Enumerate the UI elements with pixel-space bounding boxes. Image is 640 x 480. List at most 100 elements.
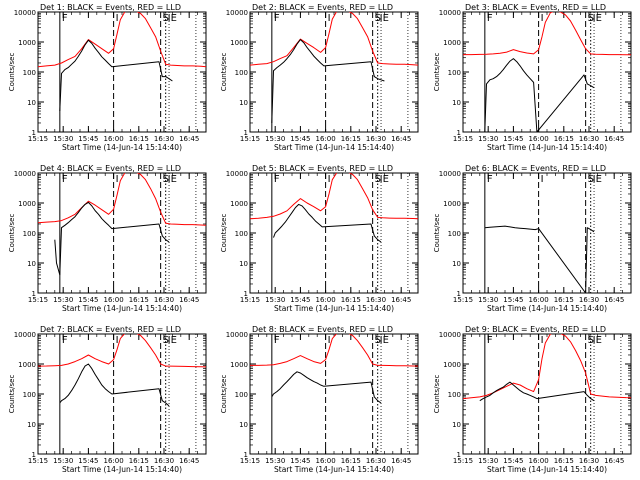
marker-label: I — [541, 174, 544, 185]
x-tick-label: 15:30 — [478, 457, 498, 465]
x-tick-label: 16:00 — [104, 457, 124, 465]
series-group — [38, 334, 206, 407]
y-tick-label: 10000 — [439, 331, 461, 339]
y-tick-label: 1000 — [18, 200, 36, 208]
marker-label: IE — [168, 174, 177, 185]
y-tick-label: 10000 — [439, 170, 461, 178]
y-tick-label: 10 — [27, 260, 36, 268]
x-tick-label: 16:00 — [529, 296, 549, 304]
x-tick-label: 16:15 — [554, 457, 574, 465]
lld-series-line — [38, 173, 206, 226]
x-tick-label: 16:45 — [391, 457, 411, 465]
marker-label: I — [116, 13, 119, 24]
x-tick-label: 15:45 — [503, 457, 523, 465]
x-tick-label: 16:45 — [604, 296, 624, 304]
series-group — [250, 12, 418, 124]
y-axis-title: Counts/sec — [433, 214, 441, 253]
plot-frame — [462, 333, 632, 455]
y-tick-label: 10 — [27, 421, 36, 429]
series-group — [463, 12, 631, 132]
panel-title: Det 9: BLACK = Events, RED = LLD — [465, 325, 606, 334]
x-tick-label: 15:15 — [453, 457, 473, 465]
y-tick-label: 1000 — [443, 39, 461, 47]
y-tick-label: 1000 — [443, 361, 461, 369]
y-tick-label: 1 — [32, 129, 36, 137]
lld-series-line — [463, 12, 631, 56]
panel-title: Det 7: BLACK = Events, RED = LLD — [40, 325, 181, 334]
y-axis-title: Counts/sec — [220, 214, 228, 253]
marker-label: F — [274, 335, 280, 346]
x-tick-label: 16:30 — [154, 135, 174, 143]
marker-label: S — [163, 13, 169, 24]
x-tick-label: 16:45 — [179, 296, 199, 304]
plot-frame — [462, 11, 632, 133]
marker-label: S — [163, 335, 169, 346]
y-tick-label: 10000 — [14, 170, 36, 178]
panel-det-5: Det 5: BLACK = Events, RED = LLD 1 10 100 10… — [220, 164, 419, 313]
x-tick-label: 15:15 — [28, 135, 48, 143]
marker-label: F — [62, 174, 68, 185]
marker-label: F — [274, 174, 280, 185]
plot-frame — [249, 333, 419, 455]
y-tick-label: 1 — [457, 129, 461, 137]
y-tick-label: 1 — [32, 290, 36, 298]
y-tick-label: 100 — [235, 230, 248, 238]
events-series-line — [484, 58, 595, 132]
x-tick-label: 16:30 — [579, 135, 599, 143]
marker-label: I — [328, 335, 331, 346]
marker-label: F — [487, 335, 493, 346]
x-axis-title: Start Time (14-Jun-14 15:14:40) — [62, 143, 182, 152]
x-tick-label: 15:45 — [503, 135, 523, 143]
x-tick-label: 15:30 — [478, 296, 498, 304]
x-axis-title: Start Time (14-Jun-14 15:14:40) — [487, 304, 607, 313]
y-tick-label: 10000 — [226, 331, 248, 339]
x-tick-label: 16:30 — [154, 457, 174, 465]
series-group — [484, 225, 595, 293]
y-tick-label: 100 — [23, 230, 36, 238]
y-tick-label: 1 — [244, 290, 248, 298]
y-tick-label: 1000 — [230, 361, 248, 369]
marker-label: I — [328, 174, 331, 185]
y-tick-label: 10000 — [14, 331, 36, 339]
series-group — [463, 334, 631, 402]
x-tick-label: 16:30 — [366, 457, 386, 465]
y-tick-label: 10 — [239, 260, 248, 268]
y-tick-label: 1000 — [443, 200, 461, 208]
series-group — [38, 12, 206, 112]
x-tick-label: 15:15 — [453, 135, 473, 143]
marker-label: S — [588, 174, 594, 185]
x-axis-title: Start Time (14-Jun-14 15:14:40) — [487, 465, 607, 474]
plot-frame — [462, 172, 632, 294]
x-axis-title: Start Time (14-Jun-14 15:14:40) — [274, 304, 394, 313]
x-tick-label: 15:45 — [290, 457, 310, 465]
x-tick-label: 16:30 — [366, 296, 386, 304]
x-tick-label: 15:15 — [453, 296, 473, 304]
x-tick-label: 15:45 — [290, 135, 310, 143]
lld-series-line — [250, 334, 418, 367]
x-tick-label: 16:30 — [579, 457, 599, 465]
panel-det-2: Det 2: BLACK = Events, RED = LLD 1 10 100 10… — [220, 3, 419, 152]
marker-label: S — [375, 13, 381, 24]
marker-label: S — [375, 335, 381, 346]
events-series-line — [271, 371, 382, 404]
panel-title: Det 5: BLACK = Events, RED = LLD — [252, 164, 393, 173]
x-tick-label: 15:15 — [240, 296, 260, 304]
marker-label: S — [588, 335, 594, 346]
x-tick-label: 16:30 — [366, 135, 386, 143]
x-tick-label: 16:45 — [604, 457, 624, 465]
x-tick-label: 16:00 — [316, 135, 336, 143]
events-series-line — [479, 381, 595, 402]
panel-det-8: Det 8: BLACK = Events, RED = LLD 1 10 100 10… — [220, 325, 419, 474]
x-tick-label: 15:15 — [240, 135, 260, 143]
y-tick-label: 10 — [239, 99, 248, 107]
marker-label: IE — [380, 335, 389, 346]
panel-det-6: Det 6: BLACK = Events, RED = LLD 1 10 100 10… — [433, 164, 632, 313]
x-tick-label: 16:45 — [391, 296, 411, 304]
x-tick-label: 15:15 — [28, 296, 48, 304]
events-series-line — [59, 39, 173, 112]
marker-label: I — [541, 13, 544, 24]
y-tick-label: 100 — [23, 69, 36, 77]
marker-label: IE — [593, 335, 602, 346]
y-axis-title: Counts/sec — [8, 214, 16, 253]
